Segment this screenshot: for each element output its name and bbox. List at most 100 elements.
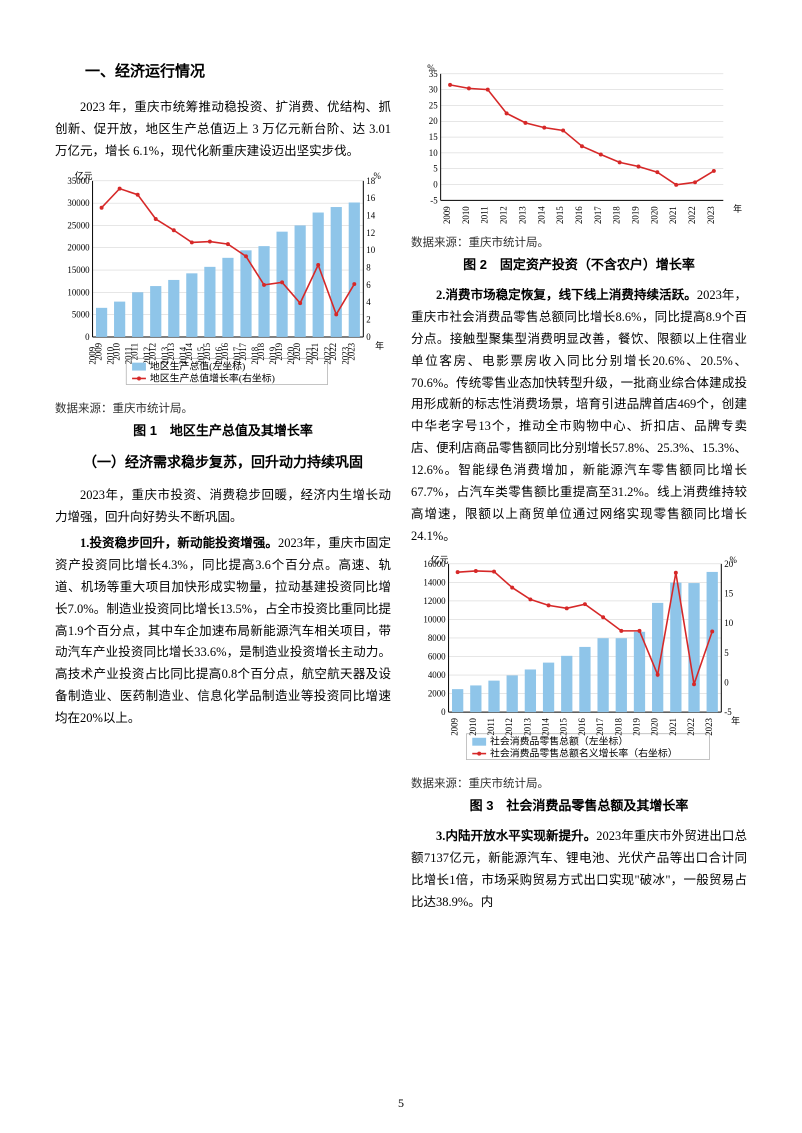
chart-3-source: 数据来源：重庆市统计局。 — [411, 775, 747, 791]
svg-text:15: 15 — [724, 588, 733, 598]
paragraph-4: 2.消费市场稳定恢复，线下线上消费持续活跃。2023年，重庆市社会消费品零售总额… — [411, 285, 747, 548]
svg-text:5000: 5000 — [72, 309, 90, 319]
svg-text:2009: 2009 — [450, 717, 460, 735]
svg-text:2018: 2018 — [256, 342, 266, 360]
svg-text:2012: 2012 — [499, 206, 509, 224]
right-column: -505101520253035%20092010201120122013201… — [411, 60, 747, 1065]
paragraph-2: 2023年，重庆市投资、消费稳步回暖，经济内生增长动力增强，回升向好势头不断巩固… — [55, 485, 391, 529]
svg-text:地区生产总值增长率(右坐标): 地区生产总值增长率(右坐标) — [150, 371, 275, 384]
svg-text:2010: 2010 — [461, 206, 471, 224]
page-number: 5 — [0, 1096, 802, 1111]
svg-text:%: % — [729, 554, 737, 564]
chart-1-source: 数据来源：重庆市统计局。 — [55, 400, 391, 416]
svg-text:2019: 2019 — [274, 342, 284, 360]
svg-text:30000: 30000 — [67, 198, 90, 208]
svg-text:30: 30 — [429, 85, 438, 95]
svg-text:2020: 2020 — [650, 717, 660, 735]
chart-3-caption: 图 3 社会消费品零售总额及其增长率 — [411, 795, 747, 814]
svg-text:2011: 2011 — [486, 718, 496, 735]
svg-text:5: 5 — [724, 647, 729, 657]
svg-text:2015: 2015 — [559, 717, 569, 735]
svg-text:2: 2 — [366, 314, 370, 324]
svg-text:2020: 2020 — [292, 342, 302, 360]
paragraph-5: 3.内陆开放水平实现新提升。2023年重庆市外贸进出口总额7137亿元，新能源汽… — [411, 826, 747, 914]
svg-text:20000: 20000 — [67, 242, 90, 252]
svg-text:2014: 2014 — [541, 717, 551, 735]
svg-text:2011: 2011 — [130, 343, 140, 360]
svg-text:社会消费品零售总额（左坐标）: 社会消费品零售总额（左坐标） — [490, 734, 628, 747]
intro-paragraph: 2023 年，重庆市统筹推动稳投资、扩消费、优结构、抓创新、促开放，地区生产总值… — [55, 97, 391, 163]
svg-text:2018: 2018 — [612, 206, 622, 224]
svg-text:6: 6 — [366, 280, 371, 290]
chart-2-fixed-investment: -505101520253035%20092010201120122013201… — [411, 60, 747, 228]
section-heading-1: 一、经济运行情况 — [55, 60, 391, 81]
chart-1-caption: 图 1 地区生产总值及其增长率 — [55, 420, 391, 439]
svg-text:2016: 2016 — [220, 342, 230, 360]
svg-text:2015: 2015 — [555, 206, 565, 224]
svg-text:20: 20 — [429, 116, 438, 126]
svg-text:亿元: 亿元 — [431, 553, 449, 564]
paragraph-3: 1.投资稳步回升，新动能投资增强。2023年，重庆市固定资产投资同比增长4.3%… — [55, 533, 391, 730]
svg-text:2021: 2021 — [668, 718, 678, 736]
svg-text:2021: 2021 — [310, 343, 320, 361]
p5-lead: 3.内陆开放水平实现新提升。 — [436, 829, 596, 843]
svg-text:2023: 2023 — [706, 206, 716, 224]
svg-text:16: 16 — [366, 193, 375, 203]
svg-text:2010: 2010 — [468, 717, 478, 735]
svg-text:2018: 2018 — [613, 717, 623, 735]
p4-body: 2023年，重庆市社会消费品零售总额同比增长8.6%，同比提高8.9个百分点。接… — [411, 288, 747, 543]
chart-2-caption: 图 2 固定资产投资（不含农户）增长率 — [411, 254, 747, 273]
svg-text:2022: 2022 — [328, 343, 338, 361]
svg-text:2014: 2014 — [536, 206, 546, 224]
p3-lead: 1.投资稳步回升，新动能投资增强。 — [80, 536, 278, 550]
svg-text:2000: 2000 — [428, 688, 446, 698]
svg-text:2023: 2023 — [346, 342, 356, 360]
svg-text:6000: 6000 — [428, 651, 446, 661]
svg-text:2017: 2017 — [593, 206, 603, 224]
svg-text:亿元: 亿元 — [75, 169, 93, 180]
svg-text:2016: 2016 — [574, 206, 584, 224]
svg-text:15000: 15000 — [67, 265, 90, 275]
svg-text:0: 0 — [441, 707, 446, 717]
svg-text:2017: 2017 — [238, 342, 248, 360]
svg-text:10000: 10000 — [67, 287, 90, 297]
svg-text:社会消费品零售总额名义增长率（右坐标）: 社会消费品零售总额名义增长率（右坐标） — [490, 746, 678, 759]
svg-text:0: 0 — [433, 179, 438, 189]
svg-text:14: 14 — [366, 210, 375, 220]
svg-text:0: 0 — [85, 332, 90, 342]
chart-3-retail: 0200040006000800010000120001400016000-50… — [411, 552, 747, 769]
svg-text:年: 年 — [733, 203, 742, 214]
svg-text:10: 10 — [429, 148, 438, 158]
svg-text:地区生产总值(左坐标): 地区生产总值(左坐标) — [150, 359, 245, 372]
svg-text:12: 12 — [366, 227, 375, 237]
svg-text:2017: 2017 — [595, 717, 605, 735]
chart-1-gdp: 0500010000150002000025000300003500002468… — [55, 167, 391, 394]
svg-text:8000: 8000 — [428, 632, 446, 642]
svg-text:2011: 2011 — [480, 206, 490, 223]
svg-text:5: 5 — [433, 164, 438, 174]
svg-text:2009: 2009 — [94, 342, 104, 360]
svg-text:2021: 2021 — [668, 206, 678, 224]
svg-text:25000: 25000 — [67, 220, 90, 230]
svg-text:2015: 2015 — [202, 342, 212, 360]
svg-text:0: 0 — [366, 332, 371, 342]
svg-text:2020: 2020 — [649, 206, 659, 224]
svg-text:10: 10 — [366, 245, 375, 255]
svg-text:-5: -5 — [430, 195, 438, 205]
svg-text:2012: 2012 — [148, 343, 158, 361]
svg-text:2012: 2012 — [504, 718, 514, 736]
svg-text:15: 15 — [429, 132, 438, 142]
p4-lead: 2.消费市场稳定恢复，线下线上消费持续活跃。 — [436, 288, 697, 302]
chart-2-source: 数据来源：重庆市统计局。 — [411, 234, 747, 250]
two-column-layout: 一、经济运行情况 2023 年，重庆市统筹推动稳投资、扩消费、优结构、抓创新、促… — [55, 60, 747, 1065]
svg-text:25: 25 — [429, 100, 438, 110]
svg-text:12000: 12000 — [423, 595, 446, 605]
subsection-heading: （一）经济需求稳步复苏，回升动力持续巩固 — [55, 451, 391, 473]
svg-text:4000: 4000 — [428, 669, 446, 679]
svg-text:2019: 2019 — [631, 717, 641, 735]
svg-text:2023: 2023 — [704, 717, 714, 735]
svg-text:年: 年 — [375, 339, 384, 350]
svg-text:%: % — [427, 63, 435, 73]
svg-text:2009: 2009 — [442, 206, 452, 224]
p3-body: 2023年，重庆市固定资产投资同比增长4.3%，同比提高3.6个百分点。高速、轨… — [55, 536, 391, 725]
